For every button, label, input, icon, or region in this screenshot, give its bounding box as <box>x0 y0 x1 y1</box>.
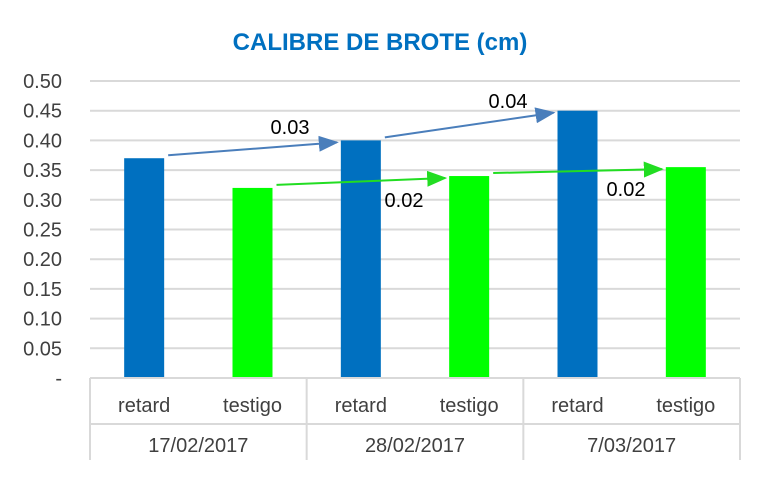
category-label: testigo <box>223 395 282 417</box>
trend-arrow <box>276 170 448 187</box>
y-tick-label: - <box>55 368 62 390</box>
bar-testigo <box>232 187 273 378</box>
category-label: retard <box>335 395 387 417</box>
change-label: 0.03 <box>271 117 310 139</box>
bar-retard <box>557 110 598 378</box>
change-label: 0.02 <box>385 190 424 212</box>
trend-arrow <box>384 107 556 139</box>
y-tick-label: 0.20 <box>23 249 62 271</box>
change-label: 0.04 <box>489 91 528 113</box>
y-tick-label: 0.50 <box>23 71 62 93</box>
category-label: retard <box>551 395 603 417</box>
change-label: 0.02 <box>607 179 646 201</box>
group-label: 28/02/2017 <box>365 435 465 457</box>
group-label: 7/03/2017 <box>587 435 676 457</box>
y-tick-label: 0.05 <box>23 338 62 360</box>
y-tick-label: 0.40 <box>23 130 62 152</box>
y-tick-label: 0.35 <box>23 160 62 182</box>
y-tick-label: 0.10 <box>23 309 62 331</box>
bar-testigo <box>449 176 490 378</box>
y-tick-label: 0.25 <box>23 220 62 242</box>
chart-title: CALIBRE DE BROTE (cm) <box>233 29 528 56</box>
bar-retard <box>340 140 381 378</box>
category-label: testigo <box>656 395 715 417</box>
bar-retard <box>124 158 165 378</box>
y-tick-label: 0.15 <box>23 279 62 301</box>
trend-arrow <box>493 161 664 178</box>
category-label: retard <box>118 395 170 417</box>
category-label: testigo <box>440 395 499 417</box>
trend-arrow <box>168 135 339 157</box>
group-label: 17/02/2017 <box>148 435 248 457</box>
y-tick-label: 0.30 <box>23 190 62 212</box>
y-tick-label: 0.45 <box>23 101 62 123</box>
bar-testigo <box>665 167 706 378</box>
